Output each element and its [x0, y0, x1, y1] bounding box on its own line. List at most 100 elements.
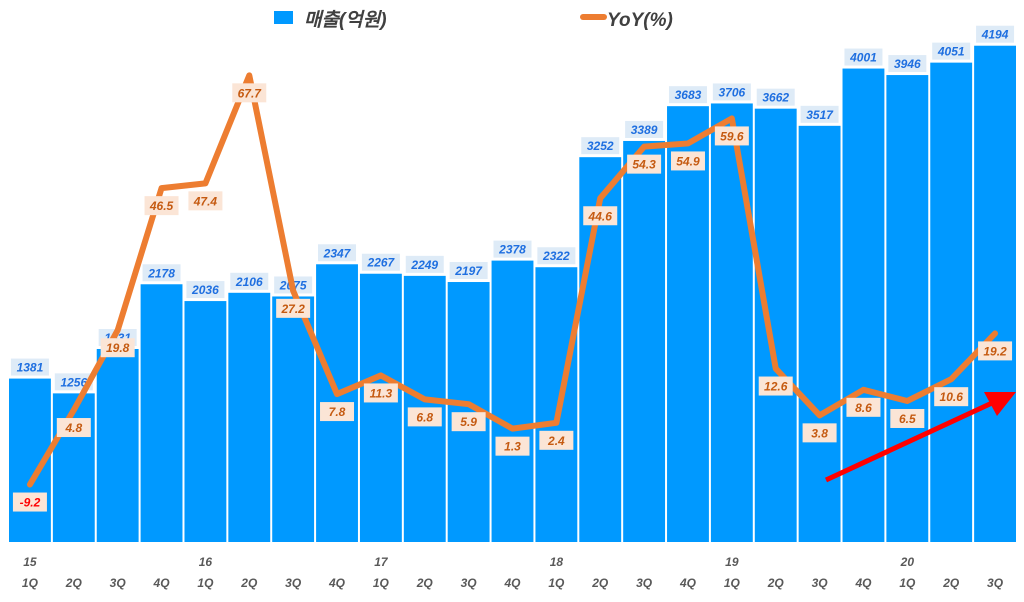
- legend-line-swatch: [580, 14, 607, 20]
- bar: [359, 273, 402, 542]
- bar-value-label: 4001: [849, 51, 877, 65]
- bar-label-bg: [54, 373, 93, 391]
- bar-label-bg: [712, 83, 751, 101]
- bar-value-label: 2347: [323, 246, 352, 260]
- bar: [798, 125, 841, 543]
- yoy-value-label: -9.2: [20, 496, 41, 510]
- bar-value-label: 2378: [498, 243, 526, 257]
- bar-label-bg: [493, 240, 532, 258]
- bar-label-bg: [361, 253, 400, 271]
- x-tick-quarter: 4Q: [679, 576, 697, 590]
- bar-label-bg: [318, 244, 357, 262]
- yoy-value-label: 10.6: [940, 390, 964, 404]
- yoy-value-label: 12.6: [764, 380, 788, 394]
- x-tick-quarter: 1Q: [724, 576, 741, 590]
- bars: [9, 45, 1016, 543]
- bar-label-bg: [756, 88, 795, 106]
- yoy-value-label: 54.3: [632, 158, 656, 172]
- bar: [96, 348, 139, 542]
- yoy-value-label: 11.3: [370, 386, 393, 400]
- x-tick-quarter: 4Q: [503, 576, 521, 590]
- bar-value-label: 4051: [937, 45, 965, 59]
- x-tick-year: 17: [374, 555, 389, 569]
- bar-value-label: 2249: [410, 258, 438, 272]
- yoy-label-bg: [627, 154, 662, 174]
- yoy-label-bg: [144, 196, 179, 216]
- bar: [710, 103, 753, 542]
- bar: [228, 292, 271, 542]
- x-tick-quarter: 2Q: [767, 576, 785, 590]
- x-tick-quarter: 3Q: [987, 576, 1004, 590]
- legend-line-label: YoY(%): [607, 10, 673, 31]
- bar-value-label: 2178: [147, 266, 175, 280]
- bar-value-label: 3389: [631, 123, 658, 137]
- x-tick-quarter: 3Q: [461, 576, 478, 590]
- yoy-label-bg: [714, 126, 749, 146]
- yoy-label-bg: [495, 436, 530, 456]
- bar-value-label: 1381: [17, 361, 44, 375]
- bar: [491, 260, 534, 542]
- x-tick-quarter: 2Q: [416, 576, 434, 590]
- yoy-label-bg: [12, 492, 47, 512]
- bar-value-label: 2197: [454, 264, 483, 278]
- bar-value-label: 3662: [762, 91, 789, 105]
- yoy-value-label: 54.9: [676, 154, 700, 168]
- yoy-label-bg: [56, 418, 91, 438]
- bar: [667, 106, 709, 542]
- bar-value-label: 2322: [542, 249, 570, 263]
- bar: [930, 62, 973, 543]
- x-tick-quarter: 4Q: [328, 576, 346, 590]
- bar: [974, 45, 1016, 543]
- bar-label-bg: [800, 105, 839, 123]
- yoy-series-line: [26, 72, 999, 488]
- yoy-value-label: 19.2: [983, 344, 1007, 358]
- yoy-value-label: 5.9: [460, 415, 477, 429]
- x-tick-quarter: 1Q: [899, 576, 916, 590]
- x-tick-quarter: 3Q: [285, 576, 302, 590]
- bar-value-label: 3683: [675, 88, 702, 102]
- x-tick-quarter: 3Q: [110, 576, 127, 590]
- yoy-label-bg: [407, 407, 442, 427]
- yoy-value-label: 67.7: [238, 86, 263, 100]
- x-tick-year: 15: [23, 555, 37, 569]
- bar: [272, 296, 315, 542]
- bar-label-bg: [537, 247, 576, 265]
- x-tick-quarter: 4Q: [854, 576, 872, 590]
- yoy-label-bg: [890, 408, 925, 428]
- x-tick-year: 20: [900, 555, 915, 569]
- bar-value-label: 1256: [60, 375, 87, 389]
- x-tick-quarter: 2Q: [942, 576, 960, 590]
- x-tick-quarter: 1Q: [373, 576, 390, 590]
- yoy-label-bg: [846, 397, 881, 417]
- bar-value-label: 2036: [191, 283, 219, 297]
- bar-value-label: 3706: [718, 85, 745, 99]
- yoy-value-label: 44.6: [588, 209, 613, 223]
- yoy-label-bg: [670, 151, 705, 171]
- bar: [140, 284, 183, 542]
- yoy-label-bg: [583, 206, 618, 226]
- yoy-value-label: 46.5: [149, 199, 174, 213]
- x-tick-year: 16: [199, 555, 213, 569]
- yoy-label-bg: [451, 412, 486, 432]
- yoy-label-bg: [758, 376, 793, 396]
- bar-label-bg: [581, 137, 620, 155]
- yoy-value-label: 27.2: [280, 302, 305, 316]
- x-tick-year: 18: [550, 555, 564, 569]
- yoy-line: [26, 72, 999, 488]
- bar-value-label: 3517: [806, 108, 834, 122]
- yoy-value-label: 6.8: [416, 410, 433, 424]
- bar-value-label: 4194: [981, 28, 1009, 42]
- bar-label-bg: [888, 55, 927, 73]
- yoy-label-bg: [320, 402, 355, 422]
- yoy-label-bg: [802, 423, 837, 443]
- bar-value-label: 3946: [894, 57, 921, 71]
- x-tick-quarter: 2Q: [240, 576, 258, 590]
- bar: [886, 75, 929, 542]
- bar-label-bg: [668, 86, 707, 104]
- bar: [623, 140, 666, 543]
- yoy-value-label: 6.5: [899, 412, 916, 426]
- yoy-value-label: 3.8: [811, 426, 828, 440]
- bar-label-bg: [10, 358, 49, 376]
- yoy-value-label: 7.8: [329, 405, 346, 419]
- x-tick-quarter: 2Q: [65, 576, 83, 590]
